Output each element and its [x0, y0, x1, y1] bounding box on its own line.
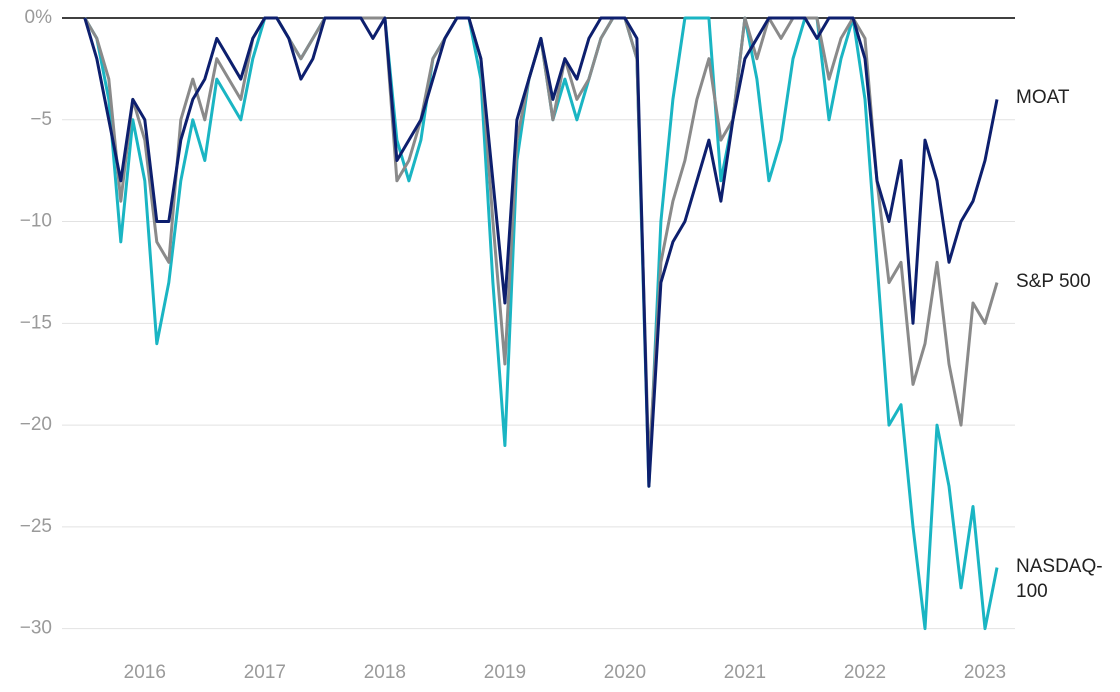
- series-label: NASDAQ-100: [1016, 555, 1103, 602]
- y-tick-label: −30: [20, 618, 52, 639]
- x-tick-label: 2018: [364, 662, 406, 683]
- y-tick-label: −15: [20, 312, 52, 333]
- x-tick-label: 2016: [124, 662, 166, 683]
- series-line: [83, 16, 999, 488]
- x-tick-label: 2023: [964, 662, 1006, 683]
- x-tick-label: 2019: [484, 662, 526, 683]
- y-tick-label: −20: [20, 414, 52, 435]
- y-tick-label: 0%: [25, 7, 53, 28]
- series-label: S&P 500: [1016, 270, 1091, 292]
- y-tick-label: −25: [20, 516, 52, 537]
- x-tick-label: 2020: [604, 662, 646, 683]
- x-tick-label: 2021: [724, 662, 766, 683]
- series-label: MOAT: [1016, 87, 1070, 109]
- x-tick-label: 2017: [244, 662, 286, 683]
- x-tick-label: 2022: [844, 662, 886, 683]
- y-tick-label: −10: [20, 211, 52, 232]
- y-tick-label: −5: [30, 109, 52, 130]
